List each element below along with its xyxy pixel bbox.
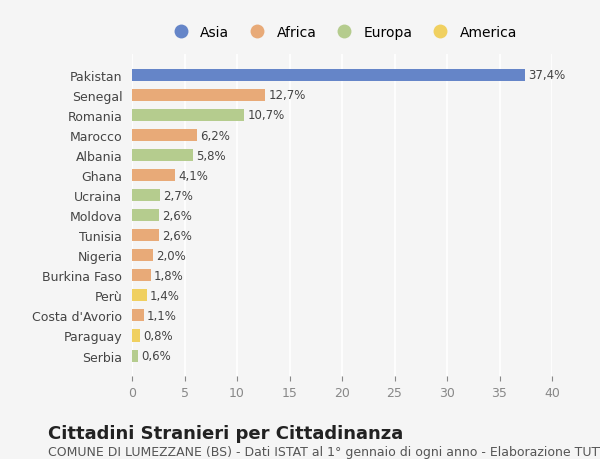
Bar bbox=[132, 70, 525, 82]
Bar bbox=[132, 350, 139, 362]
Text: 5,8%: 5,8% bbox=[196, 149, 226, 162]
Bar bbox=[132, 310, 143, 322]
Bar bbox=[132, 170, 175, 182]
Bar bbox=[132, 230, 160, 242]
Bar bbox=[132, 210, 160, 222]
Bar bbox=[132, 290, 146, 302]
Bar bbox=[132, 250, 153, 262]
Text: 2,0%: 2,0% bbox=[156, 249, 186, 262]
Text: 1,8%: 1,8% bbox=[154, 269, 184, 282]
Text: 1,4%: 1,4% bbox=[150, 289, 180, 302]
Text: Cittadini Stranieri per Cittadinanza: Cittadini Stranieri per Cittadinanza bbox=[48, 425, 403, 442]
Text: 2,7%: 2,7% bbox=[163, 189, 193, 202]
Text: 12,7%: 12,7% bbox=[269, 89, 306, 102]
Text: 10,7%: 10,7% bbox=[248, 109, 285, 122]
Bar bbox=[132, 130, 197, 142]
Bar bbox=[132, 90, 265, 102]
Text: 37,4%: 37,4% bbox=[528, 69, 565, 82]
Text: 1,1%: 1,1% bbox=[146, 309, 176, 322]
Bar bbox=[132, 330, 140, 342]
Bar bbox=[132, 270, 151, 282]
Bar bbox=[132, 150, 193, 162]
Bar bbox=[132, 110, 244, 122]
Text: 6,2%: 6,2% bbox=[200, 129, 230, 142]
Legend: Asia, Africa, Europa, America: Asia, Africa, Europa, America bbox=[161, 20, 523, 45]
Text: 4,1%: 4,1% bbox=[178, 169, 208, 182]
Text: 0,8%: 0,8% bbox=[143, 329, 173, 342]
Text: COMUNE DI LUMEZZANE (BS) - Dati ISTAT al 1° gennaio di ogni anno - Elaborazione : COMUNE DI LUMEZZANE (BS) - Dati ISTAT al… bbox=[48, 445, 600, 458]
Text: 0,6%: 0,6% bbox=[142, 349, 171, 362]
Text: 2,6%: 2,6% bbox=[163, 209, 193, 222]
Bar bbox=[132, 190, 160, 202]
Text: 2,6%: 2,6% bbox=[163, 229, 193, 242]
